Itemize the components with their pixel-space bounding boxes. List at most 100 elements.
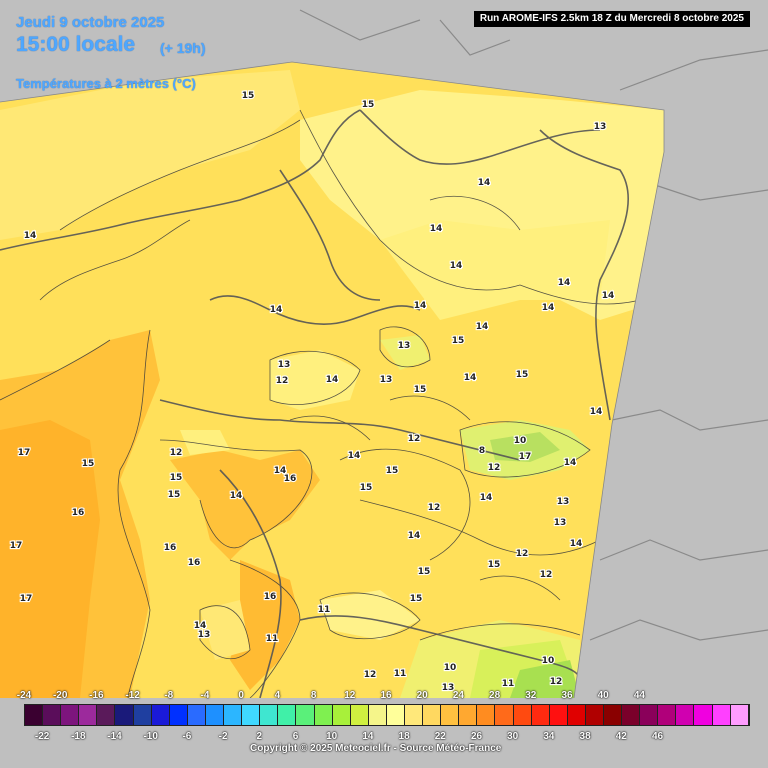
legend-swatch bbox=[585, 705, 604, 725]
isotherm-label: 16 bbox=[188, 558, 201, 568]
isotherm-label: 14 bbox=[414, 301, 427, 311]
isotherm-label: 14 bbox=[476, 322, 489, 332]
isotherm-label: 14 bbox=[480, 493, 493, 503]
legend-swatch bbox=[296, 705, 315, 725]
legend-swatch bbox=[43, 705, 62, 725]
legend-swatch bbox=[513, 705, 532, 725]
legend-tick-bottom: 14 bbox=[362, 731, 374, 742]
isotherm-label: 13 bbox=[398, 341, 411, 351]
isotherm-label: 14 bbox=[590, 407, 603, 417]
legend-tick-bottom: -18 bbox=[71, 731, 86, 742]
legend-swatch bbox=[169, 705, 188, 725]
isotherm-label: 14 bbox=[326, 375, 339, 385]
legend-tick-top: 32 bbox=[525, 690, 537, 701]
legend-tick-bottom: 18 bbox=[398, 731, 410, 742]
legend-swatch bbox=[459, 705, 478, 725]
legend-swatch bbox=[25, 705, 44, 725]
isotherm-label: 12 bbox=[276, 376, 289, 386]
isotherm-label: 13 bbox=[380, 375, 393, 385]
isotherm-label: 12 bbox=[428, 503, 441, 513]
legend-tick-bottom: -6 bbox=[182, 731, 192, 742]
legend-swatch bbox=[386, 705, 405, 725]
isotherm-label: 14 bbox=[274, 466, 287, 476]
isotherm-label: 14 bbox=[478, 178, 491, 188]
legend-tick-bottom: 46 bbox=[651, 731, 664, 742]
legend-swatch bbox=[332, 705, 351, 725]
isotherm-label: 11 bbox=[266, 634, 279, 644]
legend-swatch bbox=[242, 705, 261, 725]
legend-swatch bbox=[567, 705, 586, 725]
isotherm-label: 15 bbox=[170, 473, 183, 483]
isotherm-label: 17 bbox=[519, 452, 532, 462]
isotherm-label: 11 bbox=[318, 605, 331, 615]
isotherm-label: 8 bbox=[479, 446, 485, 456]
legend-tick-top: 36 bbox=[561, 690, 573, 701]
legend-tick-top: 0 bbox=[238, 690, 244, 701]
legend-tick-top: -4 bbox=[200, 690, 210, 701]
isotherm-label: 13 bbox=[554, 518, 567, 528]
legend-swatch bbox=[368, 705, 387, 725]
isotherm-label: 14 bbox=[230, 491, 243, 501]
isotherm-label: 15 bbox=[242, 91, 255, 101]
isotherm-label: 12 bbox=[550, 677, 563, 687]
copyright-notice: Copyright © 2025 Meteociel.fr - Source M… bbox=[250, 743, 502, 754]
legend-tick-bottom: 10 bbox=[326, 731, 338, 742]
isotherm-label: 14 bbox=[348, 451, 361, 461]
legend-tick-top: 16 bbox=[380, 690, 392, 701]
legend-swatch bbox=[278, 705, 297, 725]
legend-tick-bottom: 6 bbox=[292, 731, 299, 742]
legend-swatch bbox=[712, 705, 731, 725]
isotherm-label: 14 bbox=[558, 278, 571, 288]
legend-swatch bbox=[133, 705, 152, 725]
isotherm-label: 10 bbox=[444, 663, 457, 673]
isotherm-label: 13 bbox=[594, 122, 607, 132]
forecast-date: Jeudi 9 octobre 2025 bbox=[16, 14, 165, 31]
legend-tick-bottom: 26 bbox=[470, 731, 483, 742]
legend-tick-top: 44 bbox=[633, 690, 645, 701]
isotherm-label: 11 bbox=[502, 679, 515, 689]
isotherm-label: 16 bbox=[72, 508, 85, 518]
isotherm-label: 17 bbox=[10, 541, 23, 551]
isotherm-label: 16 bbox=[264, 592, 277, 602]
legend-tick-top: 28 bbox=[489, 690, 501, 701]
isotherm-label: 16 bbox=[164, 543, 177, 553]
isotherm-labels: 15 15 13 14 14 14 14 14 14 14 14 14 14 15 13 13 14 12 13 14… bbox=[9, 90, 616, 694]
isotherm-label: 15 bbox=[362, 100, 375, 110]
isotherm-label: 12 bbox=[170, 448, 183, 458]
legend-tick-bottom: 30 bbox=[507, 731, 519, 742]
legend-tick-bottom: 34 bbox=[543, 731, 555, 742]
legend-tick-top: -8 bbox=[164, 690, 174, 701]
legend-tick-bottom: -22 bbox=[34, 731, 50, 742]
isotherm-label: 14 bbox=[408, 531, 421, 541]
isotherm-label: 10 bbox=[542, 656, 555, 666]
isotherm-label: 15 bbox=[386, 466, 399, 476]
legend-swatch bbox=[604, 705, 623, 725]
isotherm-label: 13 bbox=[557, 497, 570, 507]
legend-swatch bbox=[694, 705, 713, 725]
legend-swatch bbox=[441, 705, 460, 725]
legend-swatch bbox=[151, 705, 170, 725]
legend-swatch bbox=[730, 705, 749, 725]
legend-swatch bbox=[224, 705, 243, 725]
isotherm-label: 15 bbox=[418, 567, 431, 577]
forecast-lead-time: (+ 19h) bbox=[160, 40, 206, 56]
isotherm-label: 11 bbox=[394, 669, 407, 679]
legend-tick-top: 4 bbox=[274, 690, 281, 701]
legend-tick-top: 20 bbox=[416, 690, 428, 701]
legend-swatch bbox=[79, 705, 98, 725]
isotherm-label: 12 bbox=[364, 670, 377, 680]
isotherm-label: 13 bbox=[198, 630, 211, 640]
model-domain bbox=[0, 62, 664, 698]
forecast-time: 15:00 locale bbox=[16, 33, 136, 56]
legend-swatch bbox=[314, 705, 333, 725]
legend-swatch bbox=[350, 705, 369, 725]
isotherm-label: 14 bbox=[564, 458, 577, 468]
legend-swatch bbox=[97, 705, 116, 725]
legend-tick-bottom: 42 bbox=[615, 731, 627, 742]
legend-swatch bbox=[676, 705, 695, 725]
isotherm-label: 10 bbox=[514, 436, 527, 446]
isotherm-label: 15 bbox=[414, 385, 427, 395]
isotherm-label: 12 bbox=[488, 463, 501, 473]
legend-tick-bottom: 38 bbox=[579, 731, 591, 742]
legend-swatch bbox=[205, 705, 225, 725]
